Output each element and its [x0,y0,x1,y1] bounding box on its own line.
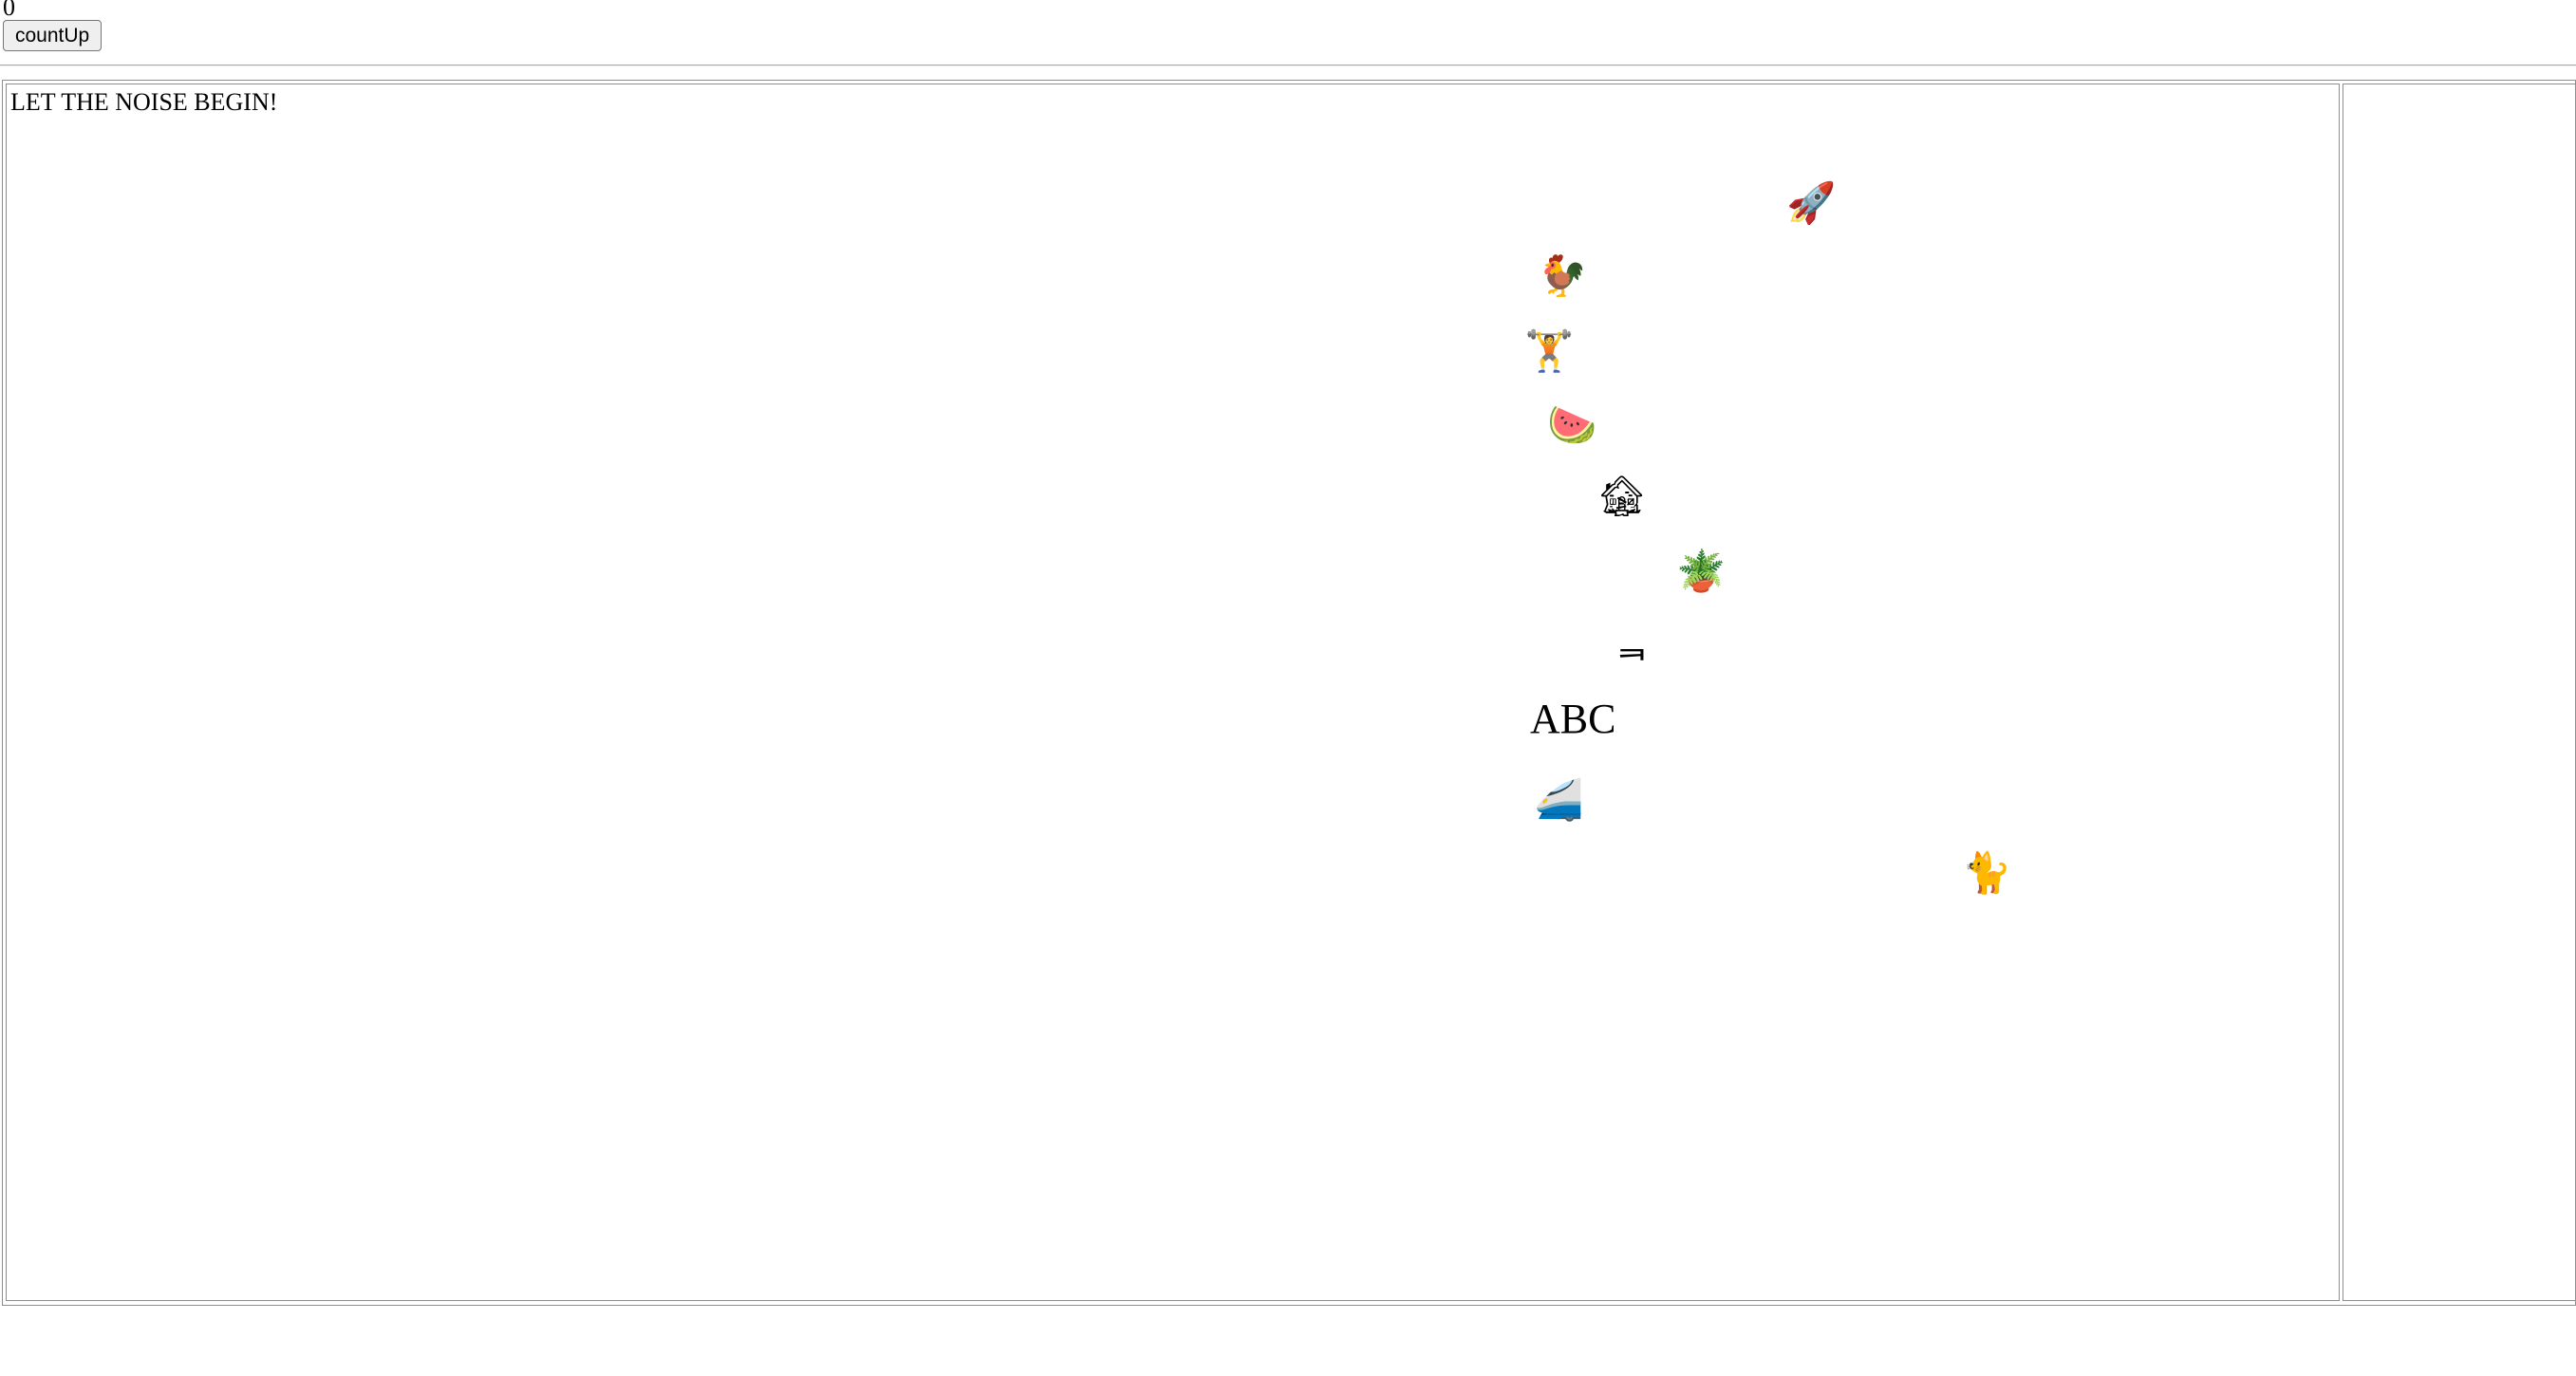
side-cell [2343,84,2576,1301]
abc-text: ABC [1530,696,1616,742]
noise-table: LET THE NOISE BEGIN! 🚀 🐓 🏋 🍉 🏚 🪴 ᆿ ABC 🚄… [2,80,2576,1306]
korean-letter: ᆿ [1615,623,1650,665]
weightlifter-icon: 🏋 [1524,327,1575,374]
high-speed-train-icon: 🚄 [1534,776,1584,823]
noise-title: LET THE NOISE BEGIN! [10,88,278,116]
rooster-icon: 🐓 [1538,252,1588,299]
counter-value: 0 [3,0,15,21]
rocket-icon: 🚀 [1786,179,1837,226]
potted-plant-icon: 🪴 [1676,548,1727,594]
noise-canvas: LET THE NOISE BEGIN! 🚀 🐓 🏋 🍉 🏚 🪴 ᆿ ABC 🚄… [6,84,2340,1301]
cat-icon: 🐈 [1962,849,2012,896]
watermelon-icon: 🍉 [1547,401,1597,448]
count-up-button[interactable]: countUp [3,20,103,51]
divider [0,65,2576,66]
derelict-house-icon: 🏚 [1596,473,1648,519]
